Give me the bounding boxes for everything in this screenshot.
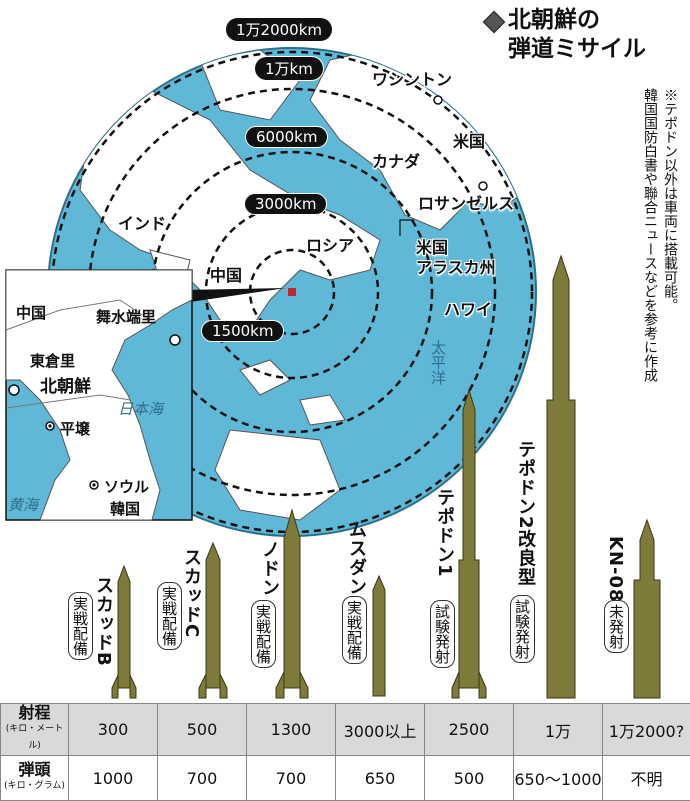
missile-name-taepodong-2: テポドン2改良型 [512, 440, 538, 587]
warhead-cell: 1000 [69, 756, 158, 801]
range-header: 射程(キロ・メートル) [1, 704, 69, 756]
range-cell: 500 [158, 704, 247, 756]
warhead-header: 弾頭(キロ・グラム) [1, 756, 69, 801]
warhead-cell: 不明 [603, 756, 690, 801]
warhead-row: 弾頭(キロ・グラム) 1000 700 700 650 500 650〜1000… [1, 756, 690, 801]
range-cell: 300 [69, 704, 158, 756]
warhead-cell: 700 [158, 756, 247, 801]
range-cell: 1万2000? [603, 704, 690, 756]
ring-label-3000: 3000km [244, 193, 327, 215]
missile-name-scud-b: スカッドB [90, 576, 116, 667]
range-cell: 3000以上 [336, 704, 425, 756]
missile-musudan [373, 576, 385, 696]
missile-nodong [276, 510, 308, 698]
missile-status-taepodong-1: 試験発射 [430, 600, 455, 668]
missile-kn-08 [634, 520, 660, 698]
ring-label-12000: 1万2000km [225, 17, 333, 42]
warhead-cell: 650 [336, 756, 425, 801]
range-cell: 1300 [247, 704, 336, 756]
missile-status-kn-08: 未発射 [604, 600, 629, 653]
page-title: 北朝鮮の弾道ミサイル [508, 6, 646, 64]
label-washington: ワシントン [372, 66, 452, 90]
warhead-cell: 650〜1000 [514, 756, 603, 801]
range-row: 射程(キロ・メートル) 300 500 1300 3000以上 2500 1万 … [1, 704, 690, 756]
label-canada: カナダ [372, 148, 420, 172]
missile-name-taepodong-1: テポドン1 [431, 488, 457, 578]
missile-status-scud-b: 実戦配備 [68, 592, 93, 660]
spec-table: 射程(キロ・メートル) 300 500 1300 3000以上 2500 1万 … [0, 703, 690, 801]
washington-dot [434, 96, 442, 104]
range-cell: 1万 [514, 704, 603, 756]
range-cell: 2500 [425, 704, 514, 756]
warhead-cell: 700 [247, 756, 336, 801]
missile-name-kn-08: KN-08 [605, 536, 626, 603]
label-usa: 米国 [453, 128, 485, 152]
ring-label-10000: 1万km [254, 56, 324, 81]
missile-name-musudan: ムスダン [343, 520, 369, 596]
ring-label-6000: 6000km [245, 126, 328, 148]
label-los-angeles: ロサンゼルス [418, 190, 514, 214]
warhead-cell: 500 [425, 756, 514, 801]
label-india: インド [118, 210, 166, 234]
los-angeles-dot [479, 182, 487, 190]
missile-status-taepodong-2: 試験発射 [510, 595, 535, 663]
missile-status-musudan: 実戦配備 [342, 596, 367, 664]
missile-name-nodong: ノドン [256, 540, 282, 597]
missile-taepodong-1 [452, 390, 486, 698]
missile-status-scud-c: 実戦配備 [157, 582, 182, 650]
missile-taepodong-2 [547, 256, 575, 698]
missile-status-nodong: 実戦配備 [251, 600, 276, 668]
